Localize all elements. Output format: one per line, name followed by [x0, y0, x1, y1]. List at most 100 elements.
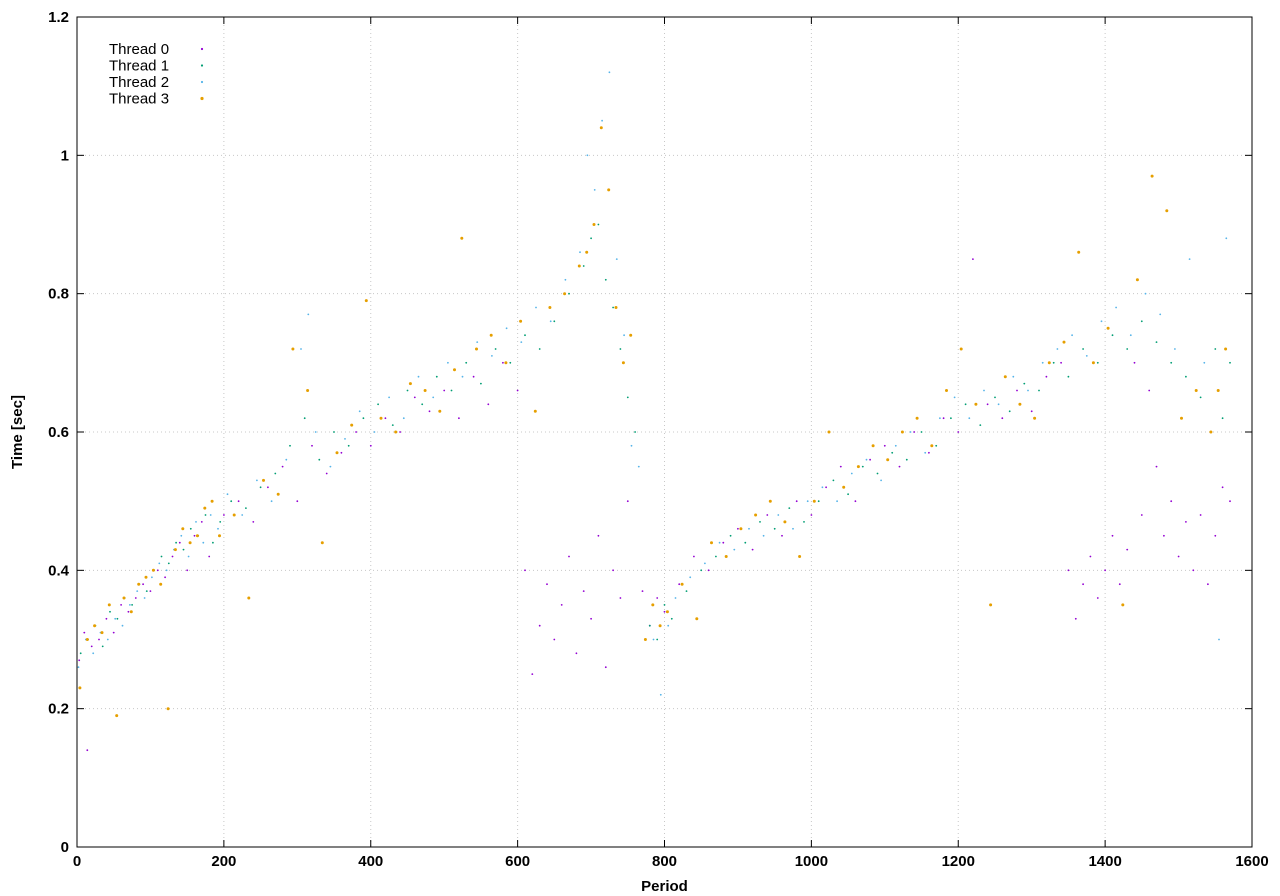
data-point	[608, 71, 611, 74]
data-point	[930, 444, 934, 448]
data-point	[143, 597, 146, 599]
data-point	[972, 258, 974, 260]
data-point	[364, 299, 368, 303]
legend-marker	[200, 80, 204, 84]
data-point	[548, 306, 552, 309]
y-tick-label: 0.6	[48, 424, 69, 441]
data-point	[994, 396, 996, 399]
data-point	[759, 521, 761, 523]
data-point	[151, 568, 155, 572]
data-point	[827, 430, 831, 434]
data-point	[817, 500, 820, 503]
data-point	[695, 617, 699, 621]
data-point	[180, 534, 183, 537]
ticks-layer	[76, 16, 1253, 848]
data-point	[724, 555, 728, 558]
data-point	[629, 333, 633, 337]
data-point	[798, 555, 802, 558]
data-point	[1185, 375, 1187, 378]
data-point	[219, 521, 222, 523]
data-point	[120, 604, 122, 606]
data-point	[656, 597, 659, 599]
data-point	[1174, 348, 1176, 350]
data-point	[792, 527, 794, 530]
data-point	[612, 569, 614, 572]
data-point	[109, 610, 111, 613]
data-point	[178, 541, 181, 544]
data-point	[1199, 514, 1202, 516]
data-point	[656, 638, 659, 641]
data-point	[803, 521, 805, 523]
data-point	[350, 423, 354, 427]
data-point	[306, 389, 310, 392]
data-point	[643, 638, 647, 641]
data-point	[549, 320, 552, 323]
data-point	[597, 223, 600, 226]
data-point	[812, 499, 816, 503]
data-point	[865, 458, 868, 461]
data-point	[979, 424, 982, 426]
data-point	[505, 327, 508, 330]
data-point	[915, 416, 919, 420]
data-point	[217, 527, 219, 530]
data-point	[1082, 348, 1084, 350]
data-point	[144, 575, 148, 579]
data-point	[472, 375, 475, 378]
data-point	[524, 569, 526, 572]
data-point	[181, 527, 185, 531]
data-point	[836, 500, 838, 503]
data-point	[413, 396, 416, 399]
data-point	[212, 541, 214, 544]
data-point	[1209, 430, 1213, 434]
y-tick-label: 0.8	[48, 286, 69, 303]
x-tick-label: 1000	[795, 853, 828, 870]
data-point	[241, 514, 244, 516]
data-point	[777, 514, 780, 516]
data-point	[489, 333, 493, 337]
data-point	[1170, 500, 1173, 503]
data-point	[568, 292, 570, 295]
legend-label: Thread 0	[109, 41, 169, 58]
data-point	[871, 444, 875, 448]
data-point	[379, 416, 383, 420]
y-tick-label: 0	[61, 839, 69, 856]
data-point	[232, 513, 236, 517]
data-point	[129, 604, 131, 606]
data-point	[1225, 237, 1228, 240]
data-point	[886, 458, 890, 462]
y-tick-label: 0.2	[48, 701, 69, 718]
data-point	[1126, 348, 1129, 350]
data-point	[1096, 361, 1099, 364]
data-point	[722, 541, 725, 544]
data-point	[535, 306, 537, 309]
data-point	[509, 361, 512, 364]
data-point	[93, 624, 97, 628]
data-point	[685, 590, 688, 592]
x-tick-label: 800	[652, 853, 677, 870]
data-point	[710, 541, 713, 545]
data-point	[114, 617, 117, 620]
data-point	[458, 417, 460, 420]
data-point	[1155, 465, 1158, 468]
data-point	[399, 431, 401, 433]
data-point	[303, 417, 306, 420]
data-point	[1085, 355, 1088, 357]
x-tick-label: 1400	[1088, 853, 1121, 870]
data-point	[839, 465, 842, 468]
data-point	[388, 396, 390, 399]
data-point	[311, 444, 313, 447]
data-point	[806, 500, 809, 503]
data-point	[461, 375, 464, 378]
data-point	[575, 652, 578, 655]
y-tick-label: 1	[61, 147, 69, 164]
data-point	[520, 341, 523, 343]
data-point	[112, 631, 115, 634]
data-point	[480, 382, 482, 385]
data-point	[369, 444, 372, 447]
data-point	[79, 652, 82, 655]
data-point	[748, 527, 750, 530]
data-point	[1192, 569, 1195, 572]
legend-item: Thread 0	[109, 41, 204, 58]
